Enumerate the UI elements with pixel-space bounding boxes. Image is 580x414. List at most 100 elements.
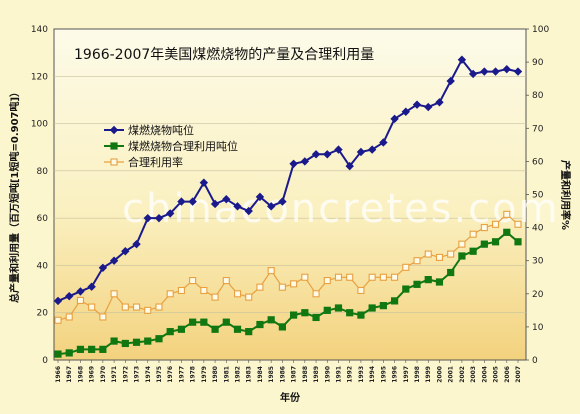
plot-area xyxy=(53,28,527,361)
y-tick-label-right: 40 xyxy=(532,224,544,234)
x-tick-label: 1999 xyxy=(425,366,432,383)
data-point xyxy=(245,328,253,336)
data-point xyxy=(289,159,298,168)
x-tick-label: 1991 xyxy=(335,366,342,383)
data-point xyxy=(368,304,376,312)
data-point xyxy=(177,286,185,295)
legend-item: 合理利用率 xyxy=(104,155,183,169)
data-point xyxy=(402,285,410,293)
data-point xyxy=(76,345,85,353)
y-tick-label-left: 0 xyxy=(42,356,48,366)
data-point xyxy=(267,267,275,275)
data-point xyxy=(132,338,141,346)
x-tick-label: 1978 xyxy=(190,366,197,383)
x-tick-label: 1979 xyxy=(201,366,208,383)
y-tick-label-left: 60 xyxy=(37,214,49,224)
data-point xyxy=(53,296,63,306)
grid xyxy=(54,75,526,314)
legend-label: 煤燃烧物合理利用吨位 xyxy=(128,139,238,153)
y-tick-label-right: 60 xyxy=(532,157,544,167)
data-point xyxy=(435,253,444,261)
data-point xyxy=(323,306,331,314)
data-point xyxy=(99,345,107,353)
x-tick-label: 2001 xyxy=(448,366,455,383)
y-tick-label-right: 80 xyxy=(532,91,544,101)
x-tick-label: 1968 xyxy=(77,366,84,383)
data-point xyxy=(278,197,287,206)
data-point xyxy=(233,325,242,333)
data-point xyxy=(98,263,108,272)
data-point xyxy=(256,283,264,291)
x-tick-label: 1994 xyxy=(369,366,376,383)
data-point xyxy=(323,150,332,159)
data-point xyxy=(424,276,432,284)
x-tick-label: 1983 xyxy=(246,366,253,383)
data-point xyxy=(368,273,376,281)
series xyxy=(53,55,523,358)
legend-item: 煤燃烧物合理利用吨位 xyxy=(104,139,238,153)
data-point xyxy=(357,286,365,295)
x-tick-label: 1995 xyxy=(380,366,387,383)
data-point xyxy=(480,224,488,232)
data-point xyxy=(121,339,129,348)
x-tick-label: 1972 xyxy=(122,366,129,383)
data-point xyxy=(356,147,366,157)
y-axis-label-left: 总产量和利用量（百万短吨[1短吨=0.907吨]） xyxy=(8,87,21,303)
x-tick-label: 1966 xyxy=(55,366,62,383)
data-point xyxy=(468,69,478,79)
legend-label: 合理利用率 xyxy=(128,155,183,169)
x-tick-label: 1980 xyxy=(212,366,219,383)
data-point xyxy=(413,257,421,265)
data-point xyxy=(177,197,186,206)
x-tick-label: 1986 xyxy=(279,366,286,383)
data-point xyxy=(132,303,141,311)
chart-title: 1966-2007年美国煤燃烧物的产量及合理利用量 xyxy=(74,46,374,63)
data-point xyxy=(109,256,119,265)
x-tick-label: 1981 xyxy=(223,366,230,383)
data-point xyxy=(346,309,354,317)
x-tick-label: 1967 xyxy=(66,366,73,383)
data-point xyxy=(166,328,174,336)
data-point xyxy=(503,228,511,236)
data-point xyxy=(290,280,298,288)
data-point xyxy=(435,98,444,107)
y-tick-label-right: 90 xyxy=(532,58,544,68)
data-point xyxy=(144,337,152,345)
data-point xyxy=(480,67,489,76)
x-tick-label: 1990 xyxy=(324,366,331,383)
data-point xyxy=(110,290,118,298)
data-point xyxy=(300,157,310,166)
data-point xyxy=(87,282,96,291)
data-point xyxy=(514,238,522,246)
y-tick-label-left: 80 xyxy=(37,167,49,177)
data-point xyxy=(502,64,511,74)
x-tick-label: 1989 xyxy=(313,366,320,383)
x-tick-label: 1992 xyxy=(347,366,354,383)
x-tick-label: 1971 xyxy=(111,366,118,383)
data-point xyxy=(121,247,130,256)
data-point xyxy=(109,125,119,135)
data-point xyxy=(155,335,163,343)
y-tick-label-left: 100 xyxy=(31,120,48,130)
y-tick-label-right: 100 xyxy=(532,25,549,35)
data-point xyxy=(312,290,320,298)
data-point xyxy=(311,150,321,159)
x-tick-label: 1975 xyxy=(156,366,163,383)
data-point xyxy=(99,313,107,321)
data-point xyxy=(379,138,388,147)
x-tick-label: 1985 xyxy=(268,366,275,383)
data-point xyxy=(457,55,467,64)
x-tick-label: 1977 xyxy=(178,366,185,383)
data-point xyxy=(323,277,331,285)
data-point xyxy=(189,318,197,326)
data-point xyxy=(165,209,175,218)
data-point xyxy=(154,213,164,223)
x-tick-label: 1970 xyxy=(100,366,107,383)
data-point xyxy=(189,277,197,285)
data-point xyxy=(222,277,230,285)
data-point xyxy=(312,313,320,322)
x-tick-label: 1984 xyxy=(257,366,264,383)
x-tick-label: 2003 xyxy=(470,366,477,383)
